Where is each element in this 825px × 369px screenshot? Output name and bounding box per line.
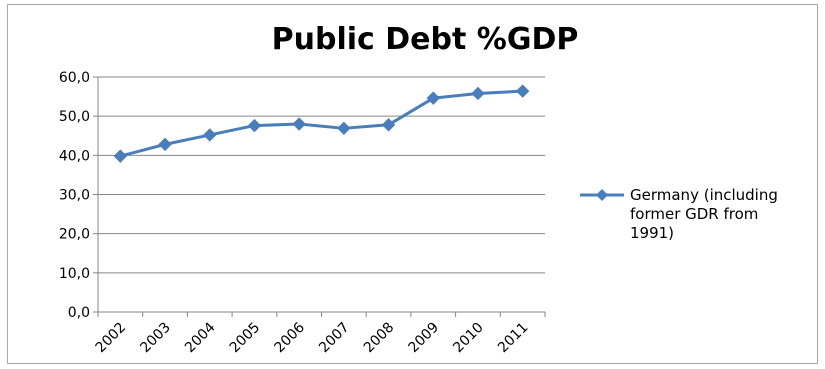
data-point — [426, 91, 440, 105]
data-point — [203, 128, 217, 142]
x-tick-label: 2009 — [406, 320, 443, 357]
data-point — [381, 118, 396, 132]
gridlines — [98, 76, 545, 274]
y-tick-label: 60,0 — [59, 70, 90, 86]
data-point — [471, 86, 485, 101]
x-tick-label: 2008 — [361, 320, 398, 357]
chart-title: Public Debt %GDP — [272, 22, 579, 57]
data-point — [113, 149, 128, 163]
data-point — [515, 84, 530, 98]
series-layer — [113, 84, 530, 163]
x-tick-label: 2010 — [450, 320, 487, 357]
x-tick-labels: 2002 2003 2004 2005 2006 2007 2008 2009 2010 2011 — [93, 319, 532, 356]
chart-frame — [7, 4, 818, 364]
x-tick-label: 2002 — [93, 320, 130, 357]
x-tick-label: 2005 — [227, 320, 264, 357]
axes — [93, 76, 546, 317]
y-tick-labels: 0,0 10,0 20,0 30,0 40,0 50,0 60,0 — [59, 70, 90, 321]
y-tick-label: 0,0 — [68, 305, 90, 321]
x-tick-label: 2006 — [271, 319, 308, 356]
data-point — [158, 137, 172, 152]
y-tick-label: 30,0 — [59, 188, 90, 204]
y-tick-label: 40,0 — [59, 148, 90, 164]
legend-label: Germany (including — [630, 186, 778, 204]
data-point — [292, 117, 306, 131]
legend-label: former GDR from — [630, 205, 758, 223]
data-point — [337, 121, 351, 136]
y-tick-label: 10,0 — [59, 266, 90, 282]
x-tick-label: 2004 — [182, 319, 219, 356]
legend-label: 1991) — [630, 224, 674, 242]
y-tick-label: 20,0 — [59, 227, 90, 243]
x-tick-label: 2007 — [316, 320, 353, 357]
data-point — [247, 118, 262, 133]
legend-marker — [596, 189, 608, 201]
series-line — [119, 89, 523, 158]
y-tick-label: 50,0 — [59, 109, 90, 125]
x-tick-label: 2003 — [137, 320, 174, 357]
x-tick-label: 2011 — [495, 320, 532, 357]
